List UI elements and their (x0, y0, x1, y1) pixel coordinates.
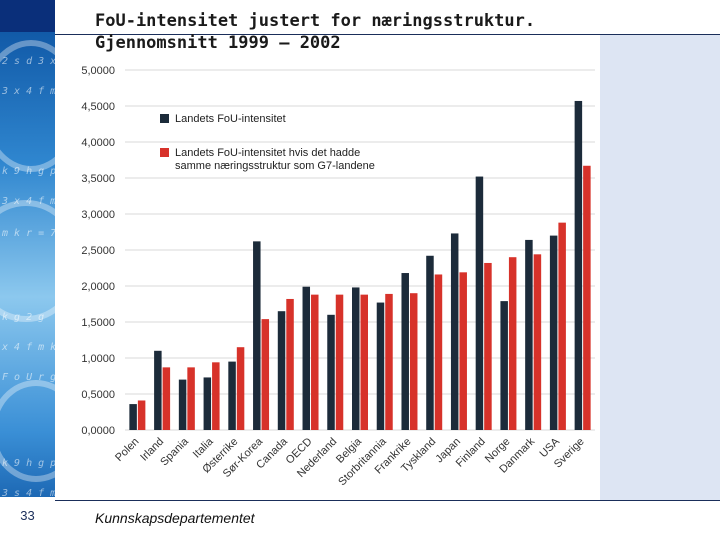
bar-series-2-oecd (311, 294, 319, 430)
bar-series-1-polen (129, 404, 137, 430)
y-tick-label: 5,0000 (81, 65, 115, 77)
legend-label-series-2-line-2: samme næringsstruktur som G7-landene (175, 160, 375, 172)
swirl-decoration (0, 40, 55, 172)
y-tick-label: 2,0000 (81, 281, 115, 293)
bar-series-1-storbritannia (376, 302, 385, 430)
sidebar-header-block (0, 0, 55, 32)
footer-text: Kunnskapsdepartementet (95, 510, 255, 526)
bar-series-1-finland (475, 176, 484, 430)
bar-series-1-spania (178, 379, 187, 430)
bar-series-1-sør-korea (253, 241, 261, 430)
bar-series-2-belgia (360, 294, 368, 430)
sidebar-pattern-text: k 9 h g p 2 (2, 166, 55, 177)
bar-series-1-japan (450, 233, 459, 430)
swirl-decoration (0, 200, 55, 322)
bar-series-1-norge (500, 301, 508, 430)
bar-series-2-østerrike (236, 347, 245, 430)
title-line-2: Gjennomsnitt 1999 – 2002 (95, 33, 341, 53)
bar-series-2-tyskland (434, 274, 443, 430)
y-tick-label: 0,0000 (81, 425, 115, 437)
bar-series-2-finland (484, 262, 492, 430)
y-tick-label: 1,0000 (81, 353, 115, 365)
footer-divider (55, 500, 720, 501)
bar-series-2-canada (286, 298, 294, 430)
bar-series-2-norge (508, 257, 517, 430)
sidebar-pattern-text: 3 s 4 f m k (2, 488, 55, 499)
legend-label-series-2-line-1: Landets FoU-intensitet hvis det hadde (175, 147, 360, 159)
legend-label-series-1: Landets FoU-intensitet (175, 113, 286, 125)
sidebar-pattern-text: k g 2 g (2, 312, 45, 323)
sidebar-pattern-text: 3 x 4 f m k (2, 196, 55, 207)
sidebar-pattern-text: 2 s d 3 x 4 (2, 56, 55, 67)
bar-series-1-danmark (525, 239, 533, 430)
y-tick-label: 0,5000 (81, 389, 115, 401)
bar-series-1-østerrike (228, 361, 236, 430)
bar-series-1-tyskland (426, 255, 434, 430)
bar-series-1-irland (154, 350, 162, 430)
slide-number-background (0, 497, 55, 540)
title-divider (55, 34, 720, 35)
sidebar-pattern-text: m k r = 7 y (2, 228, 55, 239)
bar-chart: 0,0000 0,5000 1,0000 1,5000 2,0000 2,5000 3,00… (70, 60, 600, 500)
y-tick-label: 3,5000 (81, 173, 115, 185)
right-panel (600, 35, 720, 500)
swirl-decoration (0, 380, 55, 482)
bar-series-2-irland (162, 367, 171, 430)
legend-swatch-series-2 (160, 148, 169, 157)
bar-series-1-frankrike (401, 273, 409, 430)
y-tick-label: 4,5000 (81, 101, 115, 113)
bar-series-2-spania (187, 367, 195, 430)
slide-title: FoU-intensitet justert for næringsstrukt… (95, 10, 655, 54)
bar-series-1-italia (203, 377, 212, 430)
title-line-1: FoU-intensitet justert for næringsstrukt… (95, 11, 536, 31)
sidebar-pattern-text: F o U r g m (2, 372, 55, 383)
slide-number: 33 (20, 508, 35, 523)
sidebar-pattern-text: x 4 f m k (2, 342, 55, 353)
bar-series-2-sør-korea (261, 319, 270, 430)
bar-series-2-sverige (583, 165, 591, 430)
y-tick-label: 2,5000 (81, 245, 115, 257)
sidebar-pattern-text: k 9 h g p 2 (2, 458, 55, 469)
legend-swatch-series-1 (160, 114, 169, 123)
bar-series-2-usa (558, 222, 566, 430)
bar-series-2-danmark (533, 254, 542, 430)
bar-series-2-frankrike (409, 293, 418, 430)
y-tick-label: 3,0000 (81, 209, 115, 221)
bar-series-1-nederland (327, 314, 335, 430)
bar-series-1-oecd (302, 286, 311, 430)
chart-background (70, 60, 600, 500)
y-tick-label: 4,0000 (81, 137, 115, 149)
bar-series-1-belgia (352, 287, 360, 430)
bar-series-2-nederland (335, 294, 344, 430)
sidebar-pattern-text: 3 x 4 f m k (2, 86, 55, 97)
decorative-sidebar: 2 s d 3 x 4 3 x 4 f m k k 9 h g p 2 3 x … (0, 0, 55, 540)
bar-series-2-japan (459, 272, 467, 430)
bar-series-1-sverige (574, 100, 583, 431)
bar-series-2-italia (212, 362, 220, 430)
bar-series-2-polen (137, 400, 146, 430)
bar-series-2-storbritannia (385, 293, 393, 430)
bar-series-1-usa (549, 235, 558, 430)
bar-series-1-canada (277, 311, 286, 430)
y-tick-label: 1,5000 (81, 317, 115, 329)
